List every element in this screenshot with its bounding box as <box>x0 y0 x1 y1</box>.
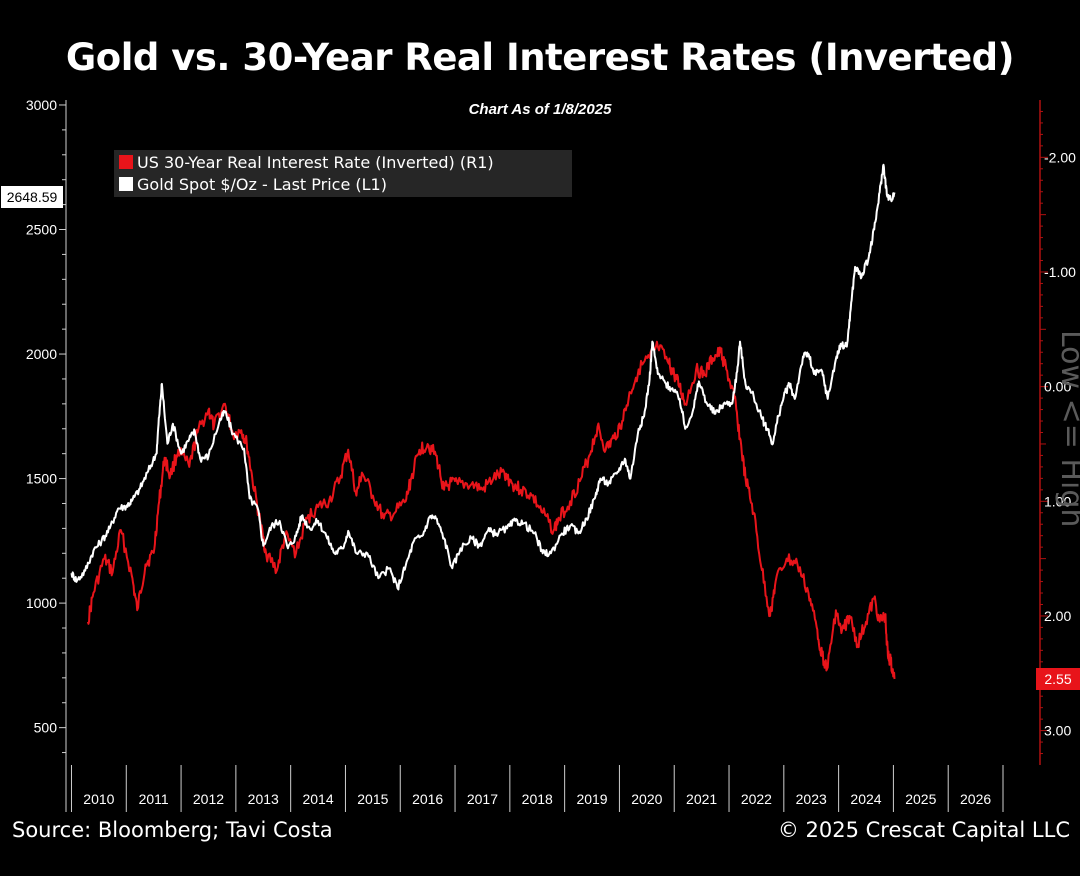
legend-swatch-rate <box>119 155 133 169</box>
chart-subtitle: Chart As of 1/8/2025 <box>468 101 612 118</box>
x-tick-label: 2015 <box>357 791 388 807</box>
x-tick-label: 2011 <box>139 791 169 807</box>
series-layer <box>70 163 896 680</box>
left-tick-label: 3000 <box>26 97 57 113</box>
x-axis: 2010 2011 2012 2013 2014 2015 2016 2017 2018 2019… <box>65 765 1004 812</box>
right-tick-label: 0.00 <box>1044 379 1071 395</box>
right-tick-label: 1.00 <box>1044 493 1071 509</box>
x-tick-label: 2013 <box>248 791 279 807</box>
right-tick-label: -2.00 <box>1044 149 1076 165</box>
right-tick-label: 3.00 <box>1044 723 1071 739</box>
x-tick-label: 2018 <box>522 791 553 807</box>
x-tick-label: 2020 <box>631 791 662 807</box>
last-value-badges: 2648.59 2.55 <box>1 186 1080 690</box>
x-tick-label: 2010 <box>83 791 114 807</box>
right-axis-annotation: Low <= High <box>1054 330 1080 527</box>
legend-background <box>114 150 572 197</box>
left-tick-label: 2000 <box>26 346 57 362</box>
x-tick-label: 2026 <box>960 791 991 807</box>
gold-last-value: 2648.59 <box>7 189 58 205</box>
legend: US 30-Year Real Interest Rate (Inverted)… <box>114 150 572 197</box>
right-axis: -2.00 -1.00 0.00 1.00 2.00 3.00 <box>1039 100 1076 765</box>
legend-label-gold: Gold Spot $/Oz - Last Price (L1) <box>137 175 387 194</box>
legend-label-rate: US 30-Year Real Interest Rate (Inverted)… <box>137 153 494 172</box>
x-tick-label: 2014 <box>302 791 333 807</box>
rate-last-value: 2.55 <box>1044 671 1071 687</box>
left-axis: 500 1000 1500 2000 2500 3000 <box>26 97 67 765</box>
source-note: Source: Bloomberg; Tavi Costa <box>12 818 333 842</box>
left-tick-label: 1500 <box>26 471 57 487</box>
legend-swatch-gold <box>119 177 133 191</box>
x-tick-label: 2021 <box>686 791 717 807</box>
copyright-note: © 2025 Crescat Capital LLC <box>777 818 1070 842</box>
rate-last-value-box <box>1036 668 1080 690</box>
gold-price-line <box>70 163 896 591</box>
x-tick-label: 2012 <box>193 791 224 807</box>
right-tick-label: -1.00 <box>1044 264 1076 280</box>
chart-title: Gold vs. 30-Year Real Interest Rates (In… <box>65 36 1015 79</box>
left-tick-label: 500 <box>34 720 58 736</box>
left-tick-label: 1000 <box>26 595 57 611</box>
left-tick-label: 2500 <box>26 222 57 238</box>
real-rate-line <box>86 340 896 680</box>
x-tick-label: 2017 <box>467 791 498 807</box>
x-tick-label: 2019 <box>576 791 607 807</box>
gold-last-value-box <box>1 186 63 208</box>
right-tick-label: 2.00 <box>1044 608 1071 624</box>
x-tick-label: 2023 <box>796 791 827 807</box>
x-tick-label: 2024 <box>850 791 881 807</box>
x-tick-label: 2025 <box>905 791 936 807</box>
x-tick-label: 2016 <box>412 791 443 807</box>
x-tick-label: 2022 <box>741 791 772 807</box>
